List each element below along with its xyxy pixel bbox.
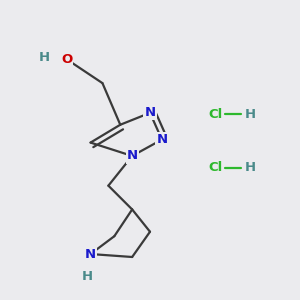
Text: H: H: [245, 108, 256, 121]
Text: N: N: [144, 106, 156, 119]
Text: N: N: [156, 133, 167, 146]
Text: N: N: [85, 248, 96, 260]
Text: O: O: [61, 53, 72, 66]
Text: Cl: Cl: [208, 161, 223, 174]
Text: Cl: Cl: [208, 108, 223, 121]
Text: H: H: [82, 270, 93, 283]
Text: N: N: [127, 149, 138, 162]
Text: H: H: [39, 51, 50, 64]
Text: H: H: [245, 161, 256, 174]
